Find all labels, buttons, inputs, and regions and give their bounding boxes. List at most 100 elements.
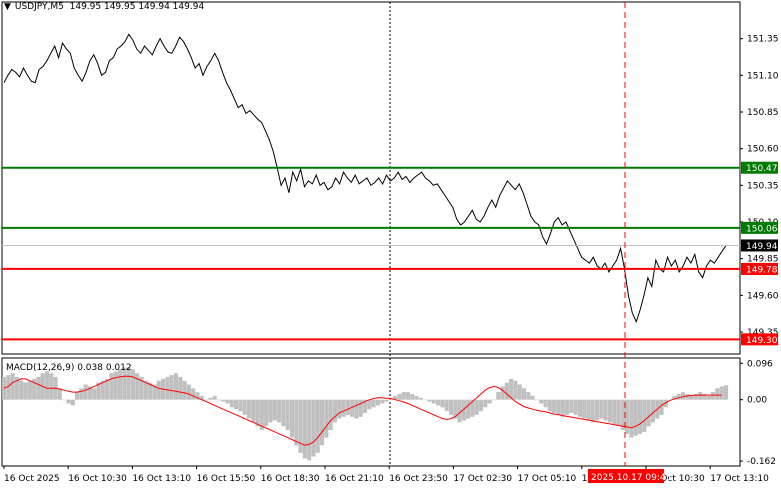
price-y-tick-label: 151.35 (747, 35, 779, 45)
macd-histogram-bar (350, 399, 355, 417)
macd-histogram-bar (638, 399, 643, 434)
macd-histogram-bar (332, 399, 337, 423)
macd-histogram-bar (453, 399, 458, 419)
x-tick-label: 17 Oct 05:10 (518, 474, 577, 484)
macd-histogram-bar (676, 394, 681, 400)
level-price-box (741, 262, 778, 275)
macd-histogram-bar (272, 399, 277, 421)
macd-histogram-bar (320, 399, 325, 446)
macd-histogram-bar (569, 399, 574, 413)
macd-histogram-bar (221, 399, 226, 402)
level-price-label: 150.47 (746, 164, 778, 174)
macd-histogram-bar (238, 399, 243, 412)
macd-histogram-bar (285, 399, 290, 430)
price-y-tick-label: 150.85 (747, 108, 779, 118)
macd-histogram-bar (466, 399, 471, 419)
macd-histogram-bar (423, 399, 428, 401)
macd-histogram-bar (62, 399, 67, 401)
triangle-down-icon[interactable]: ▼ (4, 2, 11, 12)
macd-histogram-bar (14, 376, 19, 400)
macd-histogram-bar (698, 392, 703, 400)
macd-histogram-bar (208, 397, 213, 400)
macd-y-tick-label: 0.00 (747, 396, 767, 406)
macd-histogram-bar (118, 369, 123, 400)
macd-histogram-bar (625, 399, 630, 434)
macd-histogram-bar (500, 386, 505, 400)
macd-histogram-bar (642, 399, 647, 432)
macd-histogram-bar (410, 394, 415, 400)
macd-histogram-bar (216, 399, 221, 401)
macd-histogram-bar (36, 376, 41, 400)
x-tick-label: 17 Oct 13:10 (710, 474, 769, 484)
macd-histogram-bar (135, 373, 140, 400)
macd-histogram-bar (470, 399, 475, 417)
macd-histogram-bar (659, 399, 664, 415)
macd-histogram-bar (457, 399, 462, 423)
macd-histogram-bar (496, 392, 501, 400)
macd-histogram-bar (534, 399, 539, 401)
macd-histogram-bar (444, 399, 449, 412)
macd-histogram-bar (199, 395, 204, 400)
macd-histogram-bar (122, 367, 127, 400)
macd-histogram-bar (139, 376, 144, 400)
macd-histogram-bar (702, 394, 707, 400)
macd-histogram-bar (130, 369, 135, 400)
price-pane-frame (1, 1, 741, 355)
macd-histogram-bar (414, 395, 419, 400)
macd-histogram-bar (302, 399, 307, 459)
macd-histogram-bar (526, 392, 531, 400)
macd-histogram-bar (363, 399, 368, 413)
macd-histogram-bar (195, 392, 200, 400)
macd-histogram-bar (371, 399, 376, 408)
macd-histogram-bar (19, 380, 24, 400)
macd-histogram-bar (479, 399, 484, 412)
macd-histogram-bar (620, 399, 625, 430)
macd-histogram-bar (724, 385, 729, 400)
macd-histogram-bar (715, 388, 720, 400)
macd-histogram-bar (268, 399, 273, 423)
macd-histogram-bar (307, 399, 312, 461)
macd-histogram-bar (461, 399, 466, 421)
macd-histogram-bar (380, 399, 385, 404)
macd-histogram-bar (212, 395, 217, 400)
macd-histogram-bar (354, 399, 359, 419)
macd-histogram-bar (126, 367, 131, 400)
macd-histogram-bar (229, 399, 234, 408)
macd-histogram-bar (474, 399, 479, 415)
macd-histogram-bar (92, 388, 97, 400)
macd-histogram-bar (582, 399, 587, 419)
symbol-label: USDJPY,M5 (14, 2, 64, 12)
macd-histogram-bar (530, 395, 535, 400)
highlight-time-label: 2025.10.17 09:45 (591, 473, 671, 483)
macd-histogram-bar (242, 399, 247, 415)
macd-histogram-bar (565, 399, 570, 415)
price-y-tick-label: 150.35 (747, 181, 779, 191)
price-line (3, 33, 727, 324)
macd-histogram-bar (543, 399, 548, 408)
macd-histogram-bar (560, 399, 565, 417)
macd-histogram-bar (311, 399, 316, 457)
macd-histogram-bar (281, 399, 286, 427)
level-price-box (741, 221, 778, 234)
macd-histogram-bar (204, 399, 209, 401)
level-price-label: 150.06 (746, 224, 778, 234)
macd-signal-line (3, 375, 722, 446)
macd-histogram-bar (509, 378, 514, 400)
macd-histogram-bar (522, 388, 527, 400)
macd-y-tick-label: -0.162 (747, 457, 776, 467)
macd-histogram-bar (341, 399, 346, 417)
macd-histogram-bar (23, 382, 28, 400)
macd-histogram-bar (27, 380, 32, 400)
macd-histogram-bar (277, 399, 282, 423)
macd-histogram-bar (672, 395, 677, 400)
macd-histogram-bar (156, 380, 161, 400)
macd-histogram-bar (431, 399, 436, 404)
macd-histogram-bar (57, 388, 62, 400)
macd-histogram-bar (586, 399, 591, 421)
macd-histogram-bar (719, 386, 724, 400)
macd-histogram-bar (552, 399, 557, 413)
macd-histogram-bar (384, 399, 389, 402)
macd-histogram-bar (504, 382, 509, 400)
macd-histogram-bar (10, 373, 15, 400)
